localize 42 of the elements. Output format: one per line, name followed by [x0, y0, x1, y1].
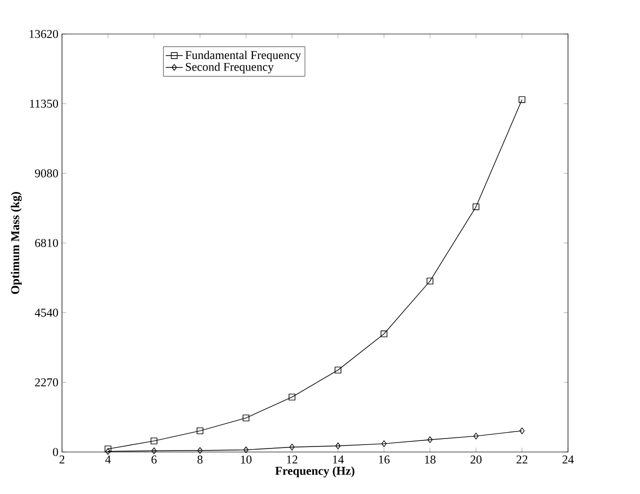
x-tick-label: 20	[470, 456, 482, 464]
x-tick-label: 18	[425, 456, 436, 464]
x-tick-label: 16	[379, 456, 390, 464]
x-tick-label: 2	[60, 456, 64, 464]
point	[151, 447, 157, 454]
x-tick-label: 14	[333, 456, 344, 464]
y-tick-label: 6810	[35, 238, 58, 248]
point	[243, 446, 249, 454]
x-tick-label: 22	[516, 456, 528, 464]
point	[197, 447, 203, 454]
legend-label: Second Frequency	[186, 62, 274, 74]
x-tick-label: 12	[287, 456, 298, 464]
point	[288, 394, 296, 400]
point	[196, 427, 204, 434]
point	[335, 442, 341, 450]
y-tick-label: 9080	[34, 169, 58, 178]
point	[427, 436, 433, 444]
y-tick-label: 2270	[35, 378, 58, 386]
point	[518, 96, 526, 104]
point	[150, 438, 158, 444]
y-tick-label: 13620	[30, 30, 58, 38]
point	[242, 414, 250, 422]
point	[381, 440, 387, 448]
x-tick-label: 8	[197, 456, 203, 464]
y-tick-label: 11350	[30, 100, 58, 108]
x-axis-title: Frequency (Hz)	[275, 466, 354, 478]
x-tick-label: 6	[152, 456, 157, 464]
x-tick-label: 4	[105, 456, 111, 464]
x-tick-label: 24	[562, 456, 574, 464]
point	[473, 432, 479, 440]
y-tick-label: 4540	[34, 308, 58, 317]
y-axis-title: Optimum Mass (kg)	[10, 192, 22, 294]
point	[426, 278, 434, 284]
point	[104, 446, 112, 452]
point	[519, 427, 525, 434]
point	[380, 330, 388, 338]
legend-label: Fundamental Frequency	[185, 50, 301, 62]
point	[334, 366, 342, 374]
point	[472, 203, 480, 210]
x-tick-label: 10	[241, 456, 252, 464]
y-tick-label: 0	[52, 448, 58, 456]
point	[289, 444, 295, 450]
